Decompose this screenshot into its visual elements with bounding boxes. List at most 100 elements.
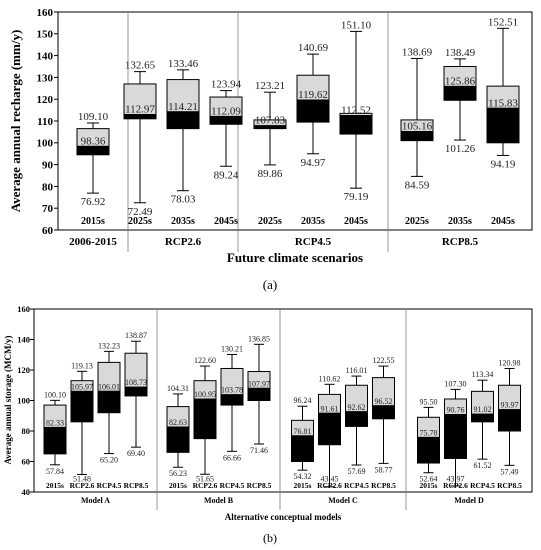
- panel-a-min-label: 89.86: [258, 168, 283, 180]
- panel-a-min-label: 89.24: [214, 169, 239, 181]
- panel-b-y-tick-label: 140: [17, 334, 30, 344]
- panel-b-min-label: 58.77: [375, 465, 393, 474]
- panel-b-min-label: 52.64: [420, 475, 438, 484]
- panel-b-y-tick-label: 80: [22, 426, 31, 436]
- panel-b-category-label: 2015s: [46, 481, 64, 490]
- panel-b-median-label: 103.78: [221, 386, 243, 395]
- panel-b-group-label: Model A: [81, 496, 110, 505]
- panel-a-min-label: 76.92: [81, 196, 106, 208]
- panel-b-box-lower: [193, 398, 217, 440]
- panel-b-median-label: 100.95: [194, 390, 216, 399]
- panel-b-max-label: 95.50: [420, 397, 438, 406]
- panel-b-category-label: RCP2.6: [443, 481, 468, 490]
- panel-a-y-tick-label: 100: [37, 138, 54, 150]
- panel-b-median-label: 107.97: [248, 379, 270, 388]
- panel-b-category-label: RCP8.5: [371, 481, 396, 490]
- panel-a-box-lower: [443, 85, 477, 101]
- panel-b-median-label: 90.76: [447, 406, 465, 415]
- panel-a-median-label: 115.83: [488, 97, 518, 109]
- panel-a-median-label: 114.21: [168, 101, 198, 113]
- panel-a-min-label: 79.19: [344, 191, 369, 203]
- panel-b-label: (b): [263, 531, 277, 545]
- panel-b-box-lower: [345, 411, 368, 427]
- panel-b-median-label: 106.01: [98, 382, 120, 391]
- panel-b-median-label: 92.62: [348, 403, 366, 412]
- panel-a-recharge-chart: Average annual recharge (mm/y) Future cl…: [8, 7, 533, 292]
- panel-b-min-label: 65.20: [100, 456, 118, 465]
- panel-b-max-label: 122.60: [194, 356, 216, 365]
- panel-a-category-label: 2025s: [258, 216, 282, 227]
- panel-b-min-label: 57.49: [501, 467, 519, 476]
- panel-a-category-label: 2045s: [344, 216, 368, 227]
- panel-a-y-tick-label: 80: [42, 181, 54, 193]
- panel-a-y-tick-label: 110: [37, 116, 53, 128]
- panel-b-box-lower: [124, 386, 148, 397]
- panel-b-max-label: 113.34: [472, 370, 494, 379]
- panel-a-group-label: 2006-2015: [69, 236, 117, 248]
- panel-b-min-label: 61.52: [474, 461, 492, 470]
- panel-b-group-label: Model C: [328, 496, 358, 505]
- panel-b-min-label: 56.23: [169, 469, 187, 478]
- panel-b-box-lower: [247, 387, 271, 402]
- panel-b-min-label: 71.46: [250, 446, 268, 455]
- panel-a-group-label: RCP8.5: [442, 236, 479, 248]
- panel-b-y-axis-title: Average annual storage (MCM/y): [3, 335, 13, 464]
- panel-a-max-label: 152.51: [488, 16, 518, 28]
- panel-b-y-tick-label: 160: [17, 304, 30, 314]
- panel-a-category-label: 2035s: [171, 216, 195, 227]
- panel-b-y-tick-label: 60: [22, 456, 31, 466]
- panel-a-box-lower: [76, 145, 110, 156]
- panel-a-label: (a): [263, 277, 277, 292]
- panel-b-category-label: 2015s: [169, 481, 187, 490]
- panel-a-box-upper: [123, 83, 157, 116]
- panel-b-max-label: 130.21: [221, 344, 243, 353]
- panel-b-min-label: 51.65: [196, 475, 214, 484]
- panel-b-median-label: 82.33: [46, 418, 64, 427]
- panel-a-min-label: 72.49: [128, 206, 153, 218]
- panel-b-max-label: 100.10: [44, 390, 66, 399]
- panel-b-category-label: RCP2.6: [317, 481, 342, 490]
- panel-b-box-lower: [70, 390, 94, 423]
- panel-a-median-label: 112.09: [211, 105, 241, 117]
- panel-a-max-label: 138.69: [402, 46, 433, 58]
- panel-a-y-tick-label: 130: [37, 72, 54, 84]
- panel-a-category-label: 2015s: [81, 216, 105, 227]
- panel-b-category-label: RCP8.5: [124, 481, 149, 490]
- panel-b-box-lower: [417, 436, 440, 464]
- panel-b-max-label: 119.13: [71, 361, 93, 370]
- panel-b-y-tick-label: 120: [17, 365, 30, 375]
- panel-a-y-tick-label: 70: [42, 203, 54, 215]
- panel-b-category-label: RCP8.5: [247, 481, 272, 490]
- panel-a-category-label: 2025s: [128, 216, 152, 227]
- panel-b-min-label: 57.69: [348, 467, 366, 476]
- panel-a-max-label: 151.10: [341, 19, 372, 31]
- panel-a-x-axis-title: Future climate scenarios: [227, 250, 363, 265]
- panel-b-box-lower: [498, 409, 521, 432]
- panel-b-min-label: 51.48: [73, 475, 91, 484]
- panel-b-storage-chart: Average annual storage (MCM/y) Alternati…: [3, 304, 533, 545]
- panel-a-box-lower: [296, 99, 330, 123]
- panel-b-category-label: RCP4.5: [344, 481, 369, 490]
- panel-b-y-tick-label: 100: [17, 395, 30, 405]
- panel-b-min-label: 69.40: [127, 449, 145, 458]
- panel-a-box-lower: [339, 115, 373, 135]
- panel-a-y-tick-label: 150: [37, 29, 54, 41]
- panel-b-median-label: 75.78: [420, 428, 438, 437]
- panel-b-category-label: RCP4.5: [220, 481, 245, 490]
- panel-a-box-lower: [253, 125, 287, 130]
- panel-a-median-label: 98.36: [81, 135, 106, 147]
- panel-b-median-label: 91.61: [321, 404, 339, 413]
- panel-b-category-label: RCP8.5: [497, 481, 522, 490]
- panel-b-category-label: RCP2.6: [70, 481, 95, 490]
- panel-a-max-label: 123.94: [211, 79, 242, 91]
- panel-a-category-label: 2045s: [214, 216, 238, 227]
- panel-b-max-label: 136.85: [248, 334, 270, 343]
- panel-a-y-tick-label: 90: [42, 159, 54, 171]
- panel-b-y-tick-label: 40: [22, 487, 31, 497]
- panel-b-category-label: 2015s: [420, 481, 438, 490]
- panel-b-box-lower: [166, 426, 190, 453]
- panel-a-plot-frame: [57, 11, 533, 231]
- panel-a-min-label: 94.19: [491, 158, 516, 170]
- panel-a-max-label: 132.65: [125, 60, 156, 72]
